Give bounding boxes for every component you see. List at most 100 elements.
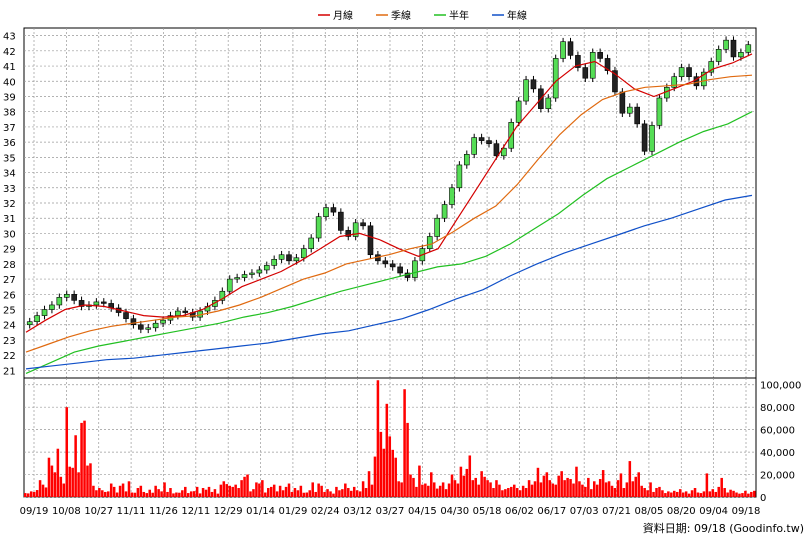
candle-down: [582, 67, 589, 79]
volume-bar: [264, 492, 267, 497]
volume-bar: [121, 483, 125, 497]
candle-down: [382, 260, 389, 265]
volume-bar: [249, 491, 252, 497]
volume-bar: [610, 485, 614, 497]
volume-bar: [702, 491, 706, 497]
volume-bar: [207, 486, 211, 497]
volume-bar: [347, 488, 350, 497]
candle-up: [649, 125, 655, 152]
candle-up: [715, 49, 722, 62]
volume-bar: [154, 485, 157, 497]
volume-bar: [44, 487, 48, 497]
candle-up: [449, 187, 455, 205]
volume-bar: [400, 482, 403, 497]
price-tick-label: 43: [3, 32, 16, 43]
volume-bar: [228, 485, 232, 497]
candle-up: [93, 301, 100, 306]
candle-up: [219, 290, 226, 301]
volume-bar: [560, 471, 563, 497]
volume-bar: [175, 492, 178, 497]
candle-down: [138, 324, 144, 330]
x-tick-label: 09/18: [732, 506, 761, 517]
volume-bar: [524, 488, 528, 497]
volume-bar: [29, 491, 33, 497]
volume-bar: [133, 492, 137, 497]
candle-down: [71, 294, 77, 301]
candle-down: [730, 39, 737, 58]
volume-bar: [267, 488, 270, 497]
volume-bar: [444, 489, 448, 497]
volume-bar: [447, 483, 451, 497]
legend-item-4: 年線: [492, 9, 527, 22]
volume-bar: [237, 488, 240, 497]
volume-bar: [421, 484, 424, 497]
candle-down: [493, 143, 500, 157]
volume-bar: [418, 465, 421, 497]
candle-up: [552, 58, 559, 99]
candle-down: [478, 137, 485, 141]
candle-up: [434, 217, 440, 237]
volume-bar: [112, 486, 116, 497]
candle-down: [389, 263, 396, 268]
volume-bar: [720, 477, 723, 497]
candle-down: [360, 222, 366, 227]
volume-bar: [545, 472, 549, 497]
volume-bar: [385, 403, 389, 497]
candle-down: [330, 207, 337, 213]
x-tick-label: 05/18: [473, 506, 502, 517]
volume-bar: [527, 480, 531, 497]
volume-bar: [510, 486, 513, 497]
candle-up: [701, 71, 707, 87]
candle-down: [397, 266, 403, 274]
candle-down: [100, 301, 107, 304]
volume-bar: [507, 488, 510, 497]
volume-bar: [136, 488, 140, 497]
candle-up: [249, 272, 255, 275]
candle-up: [501, 147, 507, 157]
volume-tick-label: 0: [760, 493, 766, 504]
candle-down: [78, 300, 85, 307]
volume-bar: [225, 484, 229, 497]
volume-bar: [483, 476, 486, 497]
volume-bar: [572, 483, 575, 497]
volume-bar: [406, 422, 409, 497]
volume-bar: [652, 491, 655, 497]
candle-up: [234, 277, 240, 280]
candle-up: [271, 259, 277, 266]
volume-bar: [699, 493, 703, 497]
volume-bar: [234, 484, 237, 497]
volume-tick-label: 100,000: [760, 381, 801, 392]
volume-bar: [462, 475, 466, 497]
volume-panel: 0 20,000 40,000 60,000 80,000 100,000: [23, 377, 801, 504]
volume-bar: [243, 476, 246, 497]
volume-bar: [593, 481, 596, 497]
volume-bar: [477, 484, 480, 497]
volume-bar: [536, 467, 540, 497]
candle-down: [634, 106, 640, 125]
ma-line: [25, 74, 753, 353]
volume-bar: [314, 491, 317, 497]
candle-up: [426, 236, 433, 249]
legend-item-2: 季線: [376, 9, 411, 22]
volume-bar: [53, 472, 57, 497]
volume-bar: [252, 489, 255, 497]
x-tick-label: 04/30: [440, 506, 469, 517]
candle-up: [523, 79, 529, 102]
volume-bar: [738, 493, 741, 497]
volume-bar: [296, 490, 300, 497]
candle-up: [323, 207, 329, 217]
candle-down: [604, 58, 611, 71]
volume-bar: [735, 492, 738, 497]
volume-bar: [658, 486, 661, 497]
volume-bar: [747, 493, 750, 497]
volume-bar: [355, 490, 359, 497]
volume-tick-label: 20,000: [760, 471, 795, 482]
candle-up: [293, 257, 300, 262]
candle-down: [597, 52, 603, 59]
volume-bar: [272, 484, 276, 497]
candle-up: [352, 222, 359, 237]
candle-down: [286, 254, 292, 262]
candle-down: [612, 70, 618, 93]
